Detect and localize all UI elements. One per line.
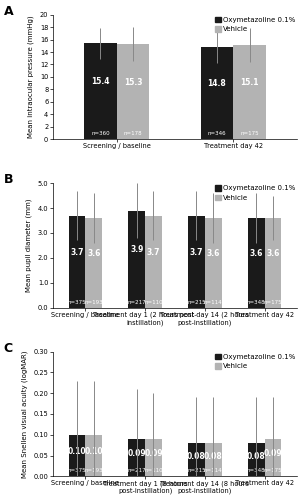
Text: 15.3: 15.3 <box>124 78 142 86</box>
Bar <box>233 45 266 139</box>
Text: 0.08: 0.08 <box>187 452 206 461</box>
Text: n=215: n=215 <box>187 300 206 304</box>
Bar <box>201 47 233 139</box>
Bar <box>117 44 149 139</box>
Text: 3.6: 3.6 <box>207 250 220 258</box>
Legend: Oxymetazoline 0.1%, Vehicle: Oxymetazoline 0.1%, Vehicle <box>215 354 295 370</box>
Bar <box>188 443 205 476</box>
Text: n=348: n=348 <box>247 468 265 473</box>
Text: n=193: n=193 <box>85 468 103 473</box>
Text: n=175: n=175 <box>240 131 259 136</box>
Legend: Oxymetazoline 0.1%, Vehicle: Oxymetazoline 0.1%, Vehicle <box>215 16 295 32</box>
Text: n=110: n=110 <box>144 300 163 304</box>
Text: 15.4: 15.4 <box>91 77 110 86</box>
Text: n=360: n=360 <box>91 131 110 136</box>
Bar <box>265 439 281 476</box>
Bar <box>248 218 265 308</box>
Text: 0.10: 0.10 <box>68 447 86 456</box>
Bar <box>84 44 117 139</box>
Text: n=175: n=175 <box>264 300 282 304</box>
Y-axis label: Mean intraocular pressure (mmHg): Mean intraocular pressure (mmHg) <box>28 16 34 138</box>
Text: n=217: n=217 <box>128 300 146 304</box>
Text: 0.09: 0.09 <box>128 450 146 458</box>
Text: B: B <box>4 173 13 186</box>
Text: 3.7: 3.7 <box>70 248 84 257</box>
Bar <box>265 218 281 308</box>
Bar <box>205 218 221 308</box>
Text: n=178: n=178 <box>124 131 142 136</box>
Text: 14.8: 14.8 <box>208 80 226 88</box>
Text: 3.7: 3.7 <box>190 248 203 257</box>
Text: 15.1: 15.1 <box>240 78 259 88</box>
Text: n=348: n=348 <box>247 300 265 304</box>
Text: 3.9: 3.9 <box>130 245 143 254</box>
Text: A: A <box>4 4 13 18</box>
Text: 0.08: 0.08 <box>247 452 266 461</box>
Bar <box>85 434 102 476</box>
Text: n=193: n=193 <box>85 300 103 304</box>
Bar <box>128 439 145 476</box>
Text: n=375: n=375 <box>68 300 86 304</box>
Text: 0.10: 0.10 <box>85 447 103 456</box>
Bar <box>145 216 162 308</box>
Text: n=217: n=217 <box>128 468 146 473</box>
Text: C: C <box>4 342 13 354</box>
Text: 0.09: 0.09 <box>144 450 163 458</box>
Bar <box>128 210 145 308</box>
Text: n=114: n=114 <box>204 468 222 473</box>
Legend: Oxymetazoline 0.1%, Vehicle: Oxymetazoline 0.1%, Vehicle <box>215 185 295 201</box>
Bar <box>248 443 265 476</box>
Text: n=215: n=215 <box>187 468 206 473</box>
Text: 3.6: 3.6 <box>266 250 280 258</box>
Text: n=114: n=114 <box>204 300 222 304</box>
Text: n=175: n=175 <box>264 468 282 473</box>
Text: 3.7: 3.7 <box>147 248 160 257</box>
Text: 3.6: 3.6 <box>87 250 100 258</box>
Bar <box>205 443 221 476</box>
Text: n=375: n=375 <box>68 468 86 473</box>
Bar <box>69 216 85 308</box>
Text: 0.08: 0.08 <box>204 452 223 461</box>
Text: n=346: n=346 <box>208 131 226 136</box>
Bar <box>145 439 162 476</box>
Text: 3.6: 3.6 <box>250 250 263 258</box>
Bar <box>69 434 85 476</box>
Text: 0.09: 0.09 <box>264 450 282 458</box>
Y-axis label: Mean Snellen visual acuity (logMAR): Mean Snellen visual acuity (logMAR) <box>22 350 28 478</box>
Text: n=110: n=110 <box>144 468 163 473</box>
Bar <box>188 216 205 308</box>
Bar <box>85 218 102 308</box>
Y-axis label: Mean pupil diameter (mm): Mean pupil diameter (mm) <box>26 198 32 292</box>
